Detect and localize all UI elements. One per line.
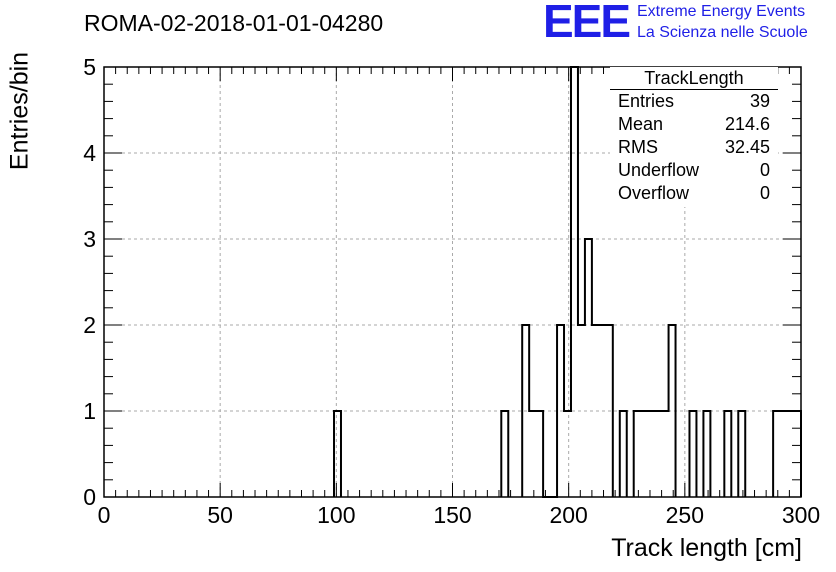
histogram-outline — [333, 66, 802, 498]
y-tick-label: 4 — [83, 140, 96, 166]
stats-box: TrackLength Entries 39 Mean 214.6 RMS 32… — [610, 67, 778, 207]
stats-row-rms: RMS 32.45 — [610, 136, 778, 159]
stats-label: Entries — [618, 91, 675, 111]
y-tick-label: 1 — [83, 398, 96, 424]
eee-logo: EEE — [543, 0, 631, 47]
y-axis-label: Entries/bin — [5, 51, 34, 171]
x-tick-label: 200 — [549, 502, 587, 528]
y-tick-label: 5 — [83, 54, 96, 80]
histogram-bars — [333, 66, 802, 498]
y-tick-label: 0 — [83, 484, 96, 510]
stats-label: Underflow — [618, 160, 700, 180]
axis-ticks — [103, 66, 802, 498]
stats-label: Overflow — [618, 183, 690, 203]
x-tick-label: 0 — [98, 502, 111, 528]
x-tick-label: 150 — [433, 502, 471, 528]
stats-value: 32.45 — [724, 137, 770, 157]
stats-value: 214.6 — [724, 114, 770, 134]
stats-row-entries: Entries 39 — [610, 90, 778, 113]
stats-title: TrackLength — [610, 67, 778, 90]
stats-row-underflow: Underflow 0 — [610, 159, 778, 182]
chart-title: ROMA-02-2018-01-01-04280 — [84, 10, 384, 36]
stats-value: 0 — [759, 183, 770, 203]
stats-row-mean: Mean 214.6 — [610, 113, 778, 136]
axis-tick-labels: 0 50 100 150 200 250 300 0 1 2 3 4 5 — [83, 54, 820, 528]
x-tick-label: 250 — [666, 502, 704, 528]
logo-line-2: La Scienza nelle Scuole — [637, 24, 808, 41]
y-tick-label: 2 — [83, 312, 96, 338]
stats-label: Mean — [618, 114, 664, 134]
y-tick-label: 3 — [83, 226, 96, 252]
stats-label: RMS — [618, 137, 658, 157]
logo-line-1: Extreme Energy Events — [637, 3, 806, 20]
stats-value: 0 — [759, 160, 770, 180]
x-tick-label: 300 — [782, 502, 820, 528]
stats-value: 39 — [749, 91, 770, 111]
x-axis-label: Track length [cm] — [611, 534, 802, 562]
x-tick-label: 100 — [317, 502, 355, 528]
x-tick-label: 50 — [207, 502, 233, 528]
stats-row-overflow: Overflow 0 — [610, 182, 778, 205]
grid-lines — [104, 67, 801, 497]
